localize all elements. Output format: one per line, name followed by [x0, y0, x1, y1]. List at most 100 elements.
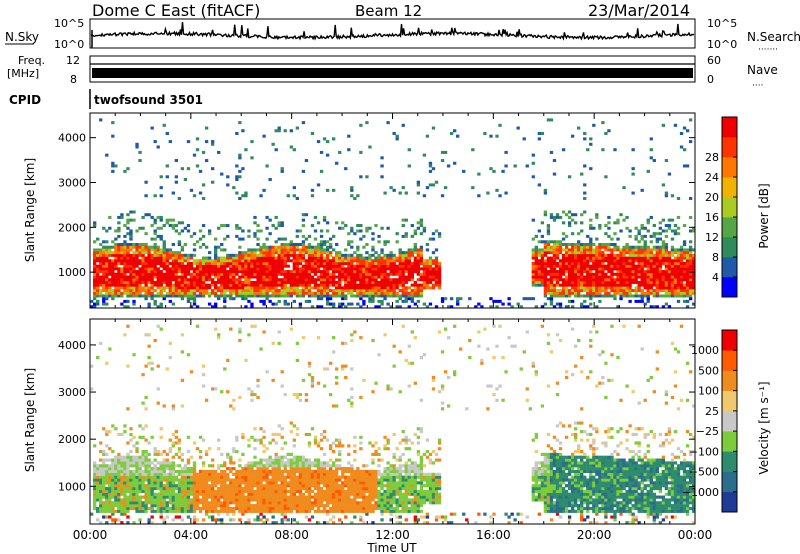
power-cell	[277, 294, 281, 298]
power-cell	[616, 245, 620, 249]
velocity-cell	[117, 461, 121, 465]
power-cell	[570, 134, 575, 138]
power-cell	[661, 280, 666, 284]
power-cell	[564, 248, 569, 252]
velocity-cell	[117, 486, 121, 491]
velocity-cell	[150, 475, 154, 479]
power-cell	[217, 297, 221, 301]
power-cell	[419, 251, 424, 255]
power-cell	[679, 289, 684, 293]
power-cell	[589, 256, 593, 260]
power-cell	[688, 278, 693, 282]
power-cell	[416, 259, 421, 263]
power-cell	[93, 248, 97, 252]
power-cell	[165, 270, 169, 274]
power-cell	[332, 256, 336, 260]
velocity-cell	[247, 489, 251, 493]
power-cell	[289, 243, 293, 247]
power-cell	[649, 148, 653, 152]
power-cell	[419, 283, 424, 287]
velocity-cell	[93, 492, 97, 496]
power-cell	[235, 131, 239, 135]
power-cell	[667, 172, 672, 176]
velocity-cell	[159, 501, 163, 505]
power-cell	[235, 283, 239, 287]
power-cell	[192, 286, 197, 290]
power-cell	[165, 261, 169, 265]
power-cell	[271, 224, 275, 228]
power-cell	[362, 280, 366, 284]
power-cell	[168, 224, 172, 228]
power-cell	[241, 294, 245, 298]
power-cell	[558, 251, 563, 255]
power-cell	[338, 256, 342, 260]
power-cell	[434, 180, 439, 184]
power-ylabel: Slant Range [km]	[23, 158, 37, 262]
power-cell	[531, 175, 535, 179]
power-cell	[604, 224, 608, 228]
power-cell	[374, 289, 378, 293]
power-cell	[534, 280, 538, 284]
power-cell	[374, 305, 378, 309]
power-cell	[332, 283, 336, 287]
power-cell	[102, 251, 106, 255]
power-cell	[114, 237, 118, 241]
power-cell	[359, 272, 363, 276]
power-cell	[649, 283, 653, 287]
power-cell	[410, 289, 414, 293]
power-cell	[622, 186, 626, 190]
power-cell	[589, 270, 593, 274]
power-cell	[398, 272, 402, 276]
velocity-cell	[102, 475, 106, 479]
velocity-cell	[186, 449, 191, 454]
power-cell	[232, 275, 236, 279]
power-cell	[153, 140, 157, 144]
power-cell	[413, 256, 417, 260]
velocity-cell	[214, 478, 218, 482]
velocity-cell	[241, 492, 245, 496]
power-cell	[325, 253, 330, 257]
power-cell	[649, 289, 653, 293]
power-cell	[613, 297, 617, 301]
power-cell	[616, 267, 620, 271]
power-cell	[616, 272, 620, 276]
velocity-cell	[256, 501, 260, 505]
power-cell	[117, 280, 121, 284]
power-cell	[144, 267, 148, 271]
power-cell	[350, 259, 354, 263]
power-cell	[253, 267, 257, 271]
power-cell	[410, 234, 414, 238]
power-cell	[192, 270, 197, 274]
power-cell	[220, 289, 224, 293]
power-cell	[577, 280, 581, 284]
power-cell	[120, 253, 124, 257]
velocity-cell	[129, 449, 133, 454]
velocity-cell	[192, 472, 197, 476]
power-cell	[313, 291, 318, 295]
power-cell	[201, 196, 206, 200]
velocity-cell	[238, 338, 242, 343]
power-cell	[410, 261, 414, 265]
velocity-cell	[141, 486, 145, 491]
velocity-cell	[138, 461, 142, 465]
velocity-cell	[165, 509, 169, 513]
power-cell	[531, 275, 535, 279]
power-cell	[580, 229, 584, 233]
power-cell	[492, 169, 496, 173]
power-cell	[664, 191, 669, 195]
power-cell	[313, 280, 318, 284]
power-cell	[640, 224, 644, 228]
velocity-cell	[105, 486, 109, 491]
power-cell	[322, 275, 327, 279]
power-cell	[322, 289, 327, 293]
power-cell	[350, 280, 354, 284]
velocity-cell	[108, 495, 112, 499]
velocity-cell	[147, 461, 151, 465]
power-cell	[198, 237, 203, 241]
power-cell	[368, 283, 372, 287]
power-cell	[144, 291, 148, 295]
power-cell	[552, 294, 557, 298]
power-cell	[322, 294, 327, 298]
power-cell	[380, 226, 384, 230]
power-cell	[413, 302, 417, 306]
